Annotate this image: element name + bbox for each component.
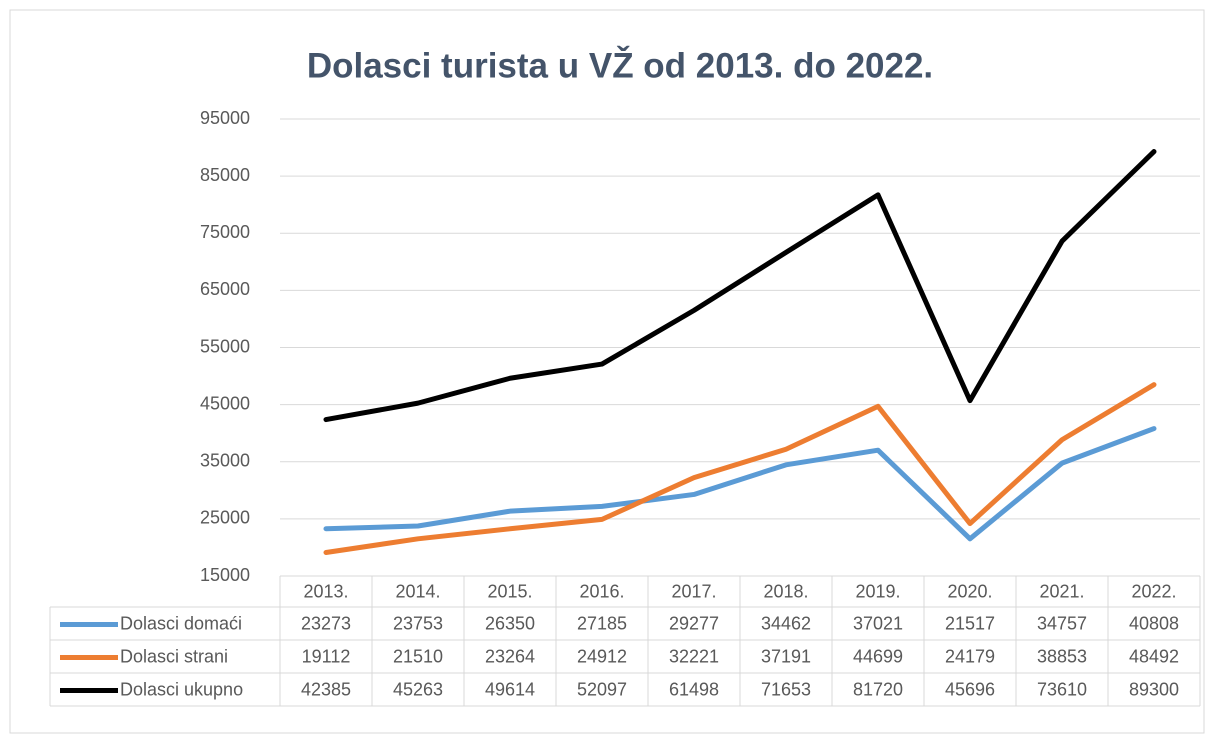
table-value: 23273 <box>301 613 351 633</box>
y-tick-label: 35000 <box>200 451 250 471</box>
series-line <box>323 426 1157 542</box>
legend-label: Dolasci strani <box>120 646 228 666</box>
x-tick-label: 2020. <box>947 581 992 601</box>
table-value: 49614 <box>485 679 535 699</box>
table-value: 24179 <box>945 646 995 666</box>
table-value: 32221 <box>669 646 719 666</box>
table-value: 40808 <box>1129 613 1179 633</box>
x-tick-label: 2014. <box>395 581 440 601</box>
x-tick-label: 2019. <box>855 581 900 601</box>
y-tick-label: 85000 <box>200 165 250 185</box>
table-value: 42385 <box>301 679 351 699</box>
x-tick-label: 2017. <box>671 581 716 601</box>
table-value: 71653 <box>761 679 811 699</box>
y-tick-label: 15000 <box>200 565 250 585</box>
table-value: 26350 <box>485 613 535 633</box>
y-tick-label: 25000 <box>200 508 250 528</box>
table-value: 89300 <box>1129 679 1179 699</box>
table-value: 24912 <box>577 646 627 666</box>
x-tick-label: 2016. <box>579 581 624 601</box>
x-tick-label: 2015. <box>487 581 532 601</box>
x-tick-label: 2022. <box>1131 581 1176 601</box>
table-value: 38853 <box>1037 646 1087 666</box>
table-value: 48492 <box>1129 646 1179 666</box>
table-value: 21510 <box>393 646 443 666</box>
table-value: 81720 <box>853 679 903 699</box>
x-tick-label: 2013. <box>303 581 348 601</box>
table-value: 29277 <box>669 613 719 633</box>
y-tick-label: 45000 <box>200 393 250 413</box>
table-value: 44699 <box>853 646 903 666</box>
y-tick-label: 75000 <box>200 222 250 242</box>
y-tick-label: 65000 <box>200 279 250 299</box>
x-tick-label: 2018. <box>763 581 808 601</box>
x-tick-label: 2021. <box>1039 581 1084 601</box>
table-value: 23753 <box>393 613 443 633</box>
series-line <box>323 149 1157 423</box>
table-value: 37021 <box>853 613 903 633</box>
table-value: 61498 <box>669 679 719 699</box>
table-value: 52097 <box>577 679 627 699</box>
y-tick-label: 95000 <box>200 108 250 128</box>
table-value: 27185 <box>577 613 627 633</box>
legend-label: Dolasci ukupno <box>120 679 243 699</box>
table-value: 19112 <box>302 646 351 666</box>
table-value: 23264 <box>485 646 535 666</box>
table-value: 45263 <box>393 679 443 699</box>
legend-label: Dolasci domaći <box>120 613 242 633</box>
table-value: 34757 <box>1037 613 1087 633</box>
chart-title: Dolasci turista u VŽ od 2013. do 2022. <box>307 45 933 85</box>
chart-border <box>9 9 1205 734</box>
y-tick-label: 55000 <box>200 336 250 356</box>
series-line <box>323 382 1157 556</box>
table-value: 73610 <box>1037 679 1087 699</box>
table-value: 34462 <box>761 613 811 633</box>
table-value: 45696 <box>945 679 995 699</box>
table-value: 37191 <box>761 646 811 666</box>
table-value: 21517 <box>945 613 995 633</box>
